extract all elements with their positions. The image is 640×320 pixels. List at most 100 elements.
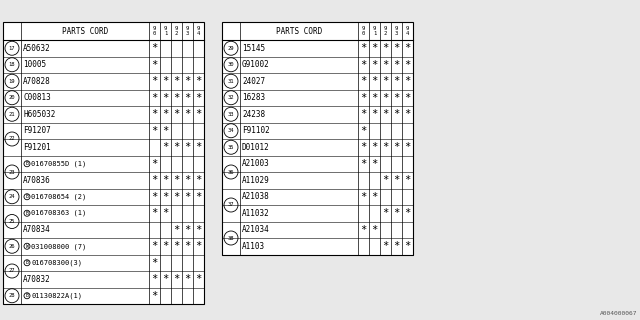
Text: 35: 35 <box>228 145 234 150</box>
Text: *: * <box>371 225 378 235</box>
Text: 9
1: 9 1 <box>373 26 376 36</box>
Text: *: * <box>394 93 399 103</box>
Text: 24238: 24238 <box>242 110 265 119</box>
Text: *: * <box>163 76 168 86</box>
Text: F91102: F91102 <box>242 126 269 135</box>
Text: *: * <box>184 241 191 251</box>
Text: H605032: H605032 <box>23 110 56 119</box>
Text: *: * <box>163 208 168 218</box>
Text: *: * <box>394 43 399 53</box>
Text: 37: 37 <box>228 203 234 207</box>
Text: *: * <box>173 76 180 86</box>
Text: B: B <box>26 161 28 166</box>
Text: *: * <box>173 241 180 251</box>
Text: 27: 27 <box>9 268 15 274</box>
Text: *: * <box>404 241 411 251</box>
Text: *: * <box>163 274 168 284</box>
Text: *: * <box>152 109 157 119</box>
Text: *: * <box>195 225 202 235</box>
Text: *: * <box>404 142 411 152</box>
Text: *: * <box>360 225 367 235</box>
Text: *: * <box>382 109 388 119</box>
Text: B: B <box>26 260 28 265</box>
Text: *: * <box>382 76 388 86</box>
Text: *: * <box>152 93 157 103</box>
Text: 34: 34 <box>228 128 234 133</box>
Text: *: * <box>371 43 378 53</box>
Text: 9
0: 9 0 <box>362 26 365 36</box>
Text: *: * <box>404 76 411 86</box>
Text: *: * <box>371 60 378 70</box>
Text: *: * <box>173 274 180 284</box>
Text: *: * <box>173 109 180 119</box>
Text: 9
0: 9 0 <box>153 26 156 36</box>
Text: *: * <box>404 93 411 103</box>
Text: 19: 19 <box>9 79 15 84</box>
Text: 31: 31 <box>228 79 234 84</box>
Text: A21003: A21003 <box>242 159 269 168</box>
Text: 9
1: 9 1 <box>164 26 167 36</box>
Text: G91002: G91002 <box>242 60 269 69</box>
Text: 33: 33 <box>228 112 234 117</box>
Text: *: * <box>360 43 367 53</box>
Text: *: * <box>195 192 202 202</box>
Text: 016708654 (2): 016708654 (2) <box>31 194 86 200</box>
Text: A11032: A11032 <box>242 209 269 218</box>
Text: *: * <box>184 274 191 284</box>
Text: 01130822A(1): 01130822A(1) <box>31 292 82 299</box>
Text: *: * <box>404 175 411 185</box>
Text: *: * <box>163 93 168 103</box>
Text: B: B <box>26 293 28 298</box>
Text: *: * <box>184 175 191 185</box>
Text: *: * <box>382 93 388 103</box>
Text: 10005: 10005 <box>23 60 46 69</box>
Text: *: * <box>394 208 399 218</box>
Text: *: * <box>404 109 411 119</box>
Text: A50632: A50632 <box>23 44 51 53</box>
Text: A21034: A21034 <box>242 225 269 234</box>
Text: D01012: D01012 <box>242 143 269 152</box>
Text: *: * <box>152 159 157 169</box>
Text: A21038: A21038 <box>242 192 269 201</box>
Text: 20: 20 <box>9 95 15 100</box>
Text: *: * <box>360 93 367 103</box>
Text: 25: 25 <box>9 219 15 224</box>
Text: *: * <box>152 126 157 136</box>
Text: B: B <box>26 194 28 199</box>
Text: *: * <box>173 93 180 103</box>
Text: 9
3: 9 3 <box>186 26 189 36</box>
Text: A1103: A1103 <box>242 242 265 251</box>
Text: 15145: 15145 <box>242 44 265 53</box>
Text: *: * <box>371 109 378 119</box>
Text: A70828: A70828 <box>23 77 51 86</box>
Text: *: * <box>152 76 157 86</box>
Text: *: * <box>152 258 157 268</box>
Text: *: * <box>394 60 399 70</box>
Text: *: * <box>152 274 157 284</box>
Text: *: * <box>382 142 388 152</box>
Text: 9
4: 9 4 <box>197 26 200 36</box>
Text: *: * <box>184 93 191 103</box>
Text: 28: 28 <box>9 293 15 298</box>
Text: *: * <box>173 175 180 185</box>
Text: 016708300(3): 016708300(3) <box>31 260 82 266</box>
Text: *: * <box>360 76 367 86</box>
Text: *: * <box>152 291 157 301</box>
Text: *: * <box>360 109 367 119</box>
Text: *: * <box>152 192 157 202</box>
Text: *: * <box>394 109 399 119</box>
Text: *: * <box>195 93 202 103</box>
Text: 9
4: 9 4 <box>406 26 409 36</box>
Text: *: * <box>195 76 202 86</box>
Text: *: * <box>184 109 191 119</box>
Text: *: * <box>184 76 191 86</box>
Text: *: * <box>163 142 168 152</box>
Text: *: * <box>195 109 202 119</box>
Text: 18: 18 <box>9 62 15 67</box>
Bar <box>3 22 204 304</box>
Text: F91207: F91207 <box>23 126 51 135</box>
Text: *: * <box>382 208 388 218</box>
Text: 9
2: 9 2 <box>384 26 387 36</box>
Text: PARTS CORD: PARTS CORD <box>276 27 322 36</box>
Text: 24027: 24027 <box>242 77 265 86</box>
